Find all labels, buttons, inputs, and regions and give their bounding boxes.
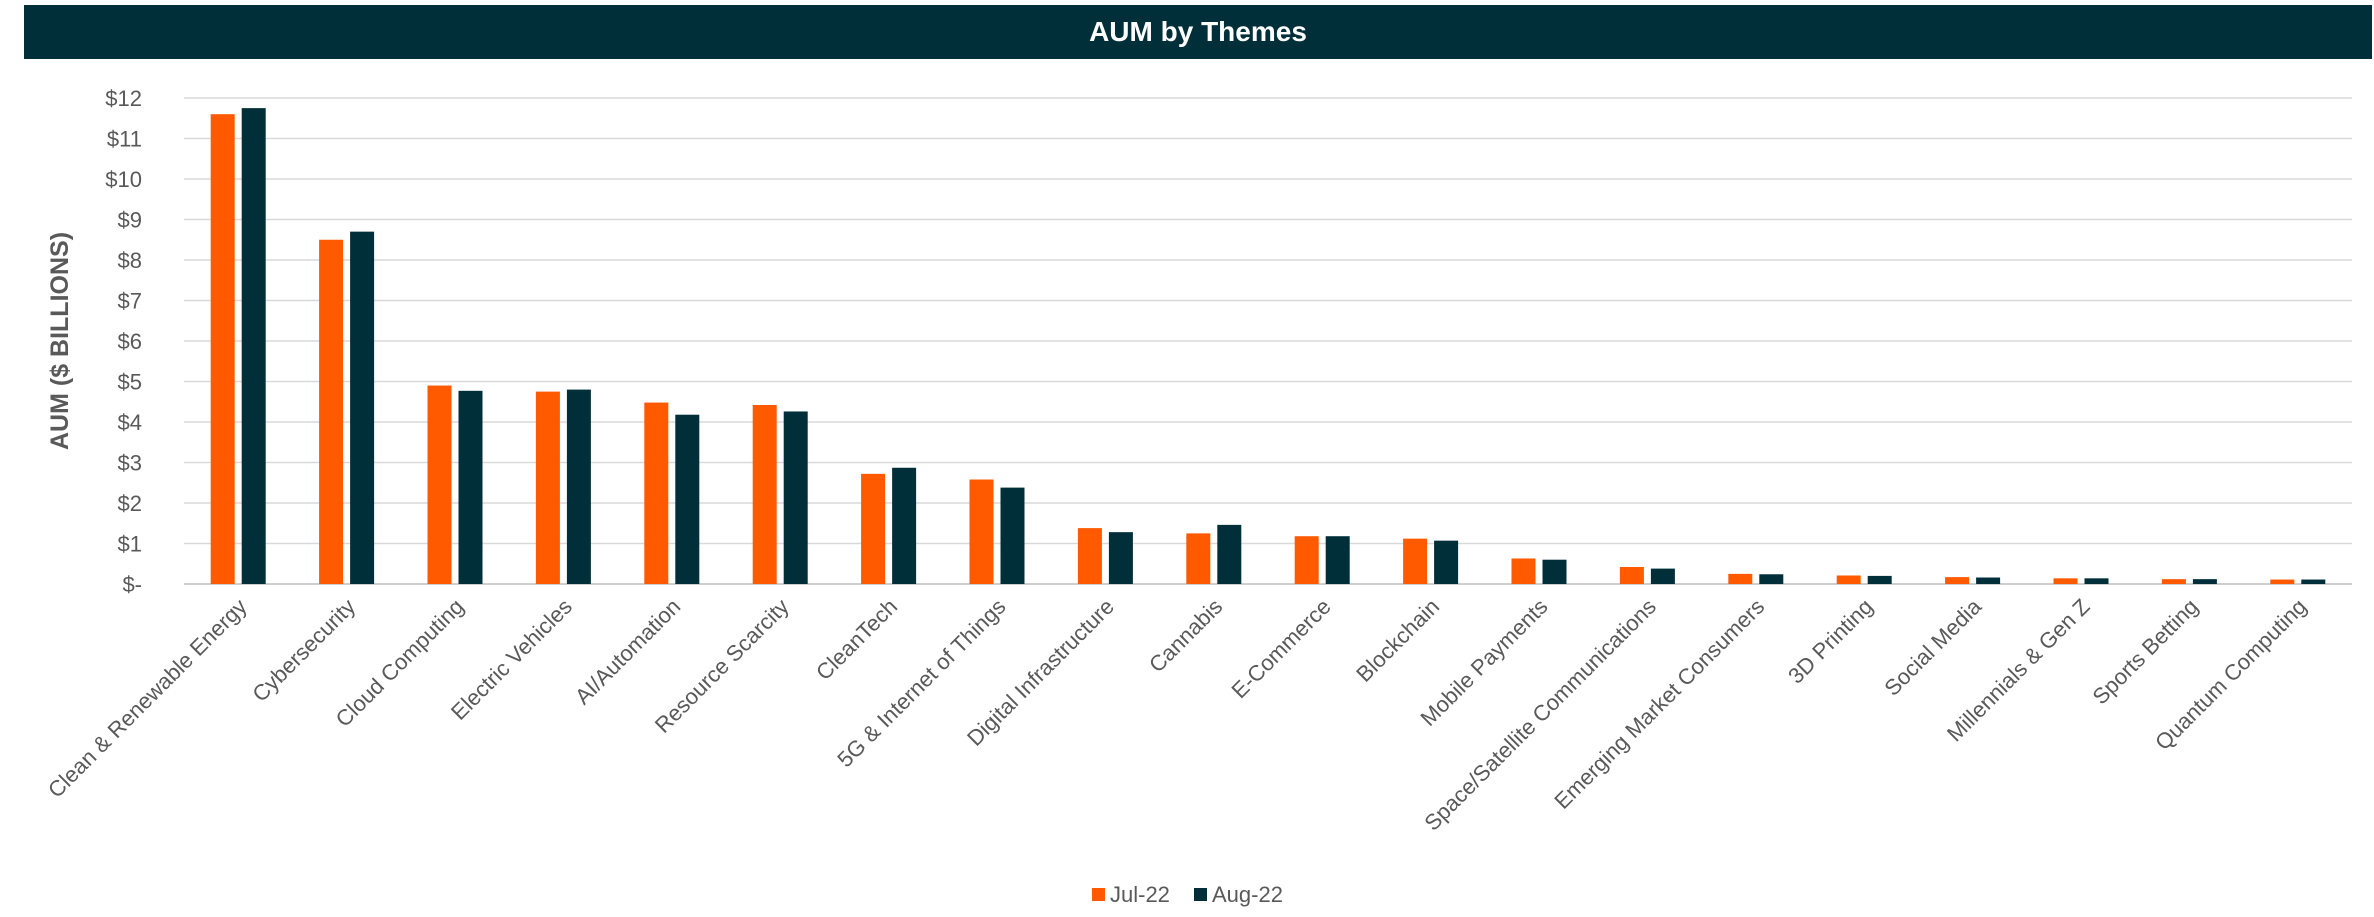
- bar-jul-22: [644, 402, 669, 584]
- bar-aug-22: [675, 414, 700, 584]
- bar-aug-22: [458, 390, 483, 584]
- y-tick-label: $8: [118, 248, 142, 273]
- bar-aug-22: [2084, 578, 2109, 584]
- bar-jul-22: [1403, 538, 1428, 584]
- bar-jul-22: [427, 385, 452, 584]
- x-category-label: AI/Automation: [570, 594, 685, 709]
- legend-label: Aug-22: [1212, 882, 1283, 907]
- bar-jul-22: [752, 404, 777, 584]
- bar-aug-22: [1108, 532, 1133, 584]
- bar-jul-22: [969, 479, 994, 584]
- y-tick-label: $10: [105, 167, 142, 192]
- bar-aug-22: [1759, 574, 1784, 584]
- x-category-label: 3D Printing: [1783, 594, 1878, 689]
- legend-swatch: [1194, 888, 1207, 901]
- y-tick-label: $12: [105, 86, 142, 111]
- bar-jul-22: [2053, 578, 2078, 584]
- chart-title-bar: AUM by Themes: [24, 5, 2372, 59]
- bar-jul-22: [1619, 566, 1644, 584]
- bar-aug-22: [2192, 579, 2217, 584]
- bar-jul-22: [1945, 577, 1970, 584]
- bar-aug-22: [1325, 536, 1350, 584]
- bar-jul-22: [1077, 528, 1102, 584]
- y-tick-label: $5: [118, 370, 142, 395]
- x-category-label: Blockchain: [1351, 594, 1444, 687]
- bar-jul-22: [1294, 536, 1319, 584]
- x-category-label: Space/Satellite Communications: [1419, 594, 1661, 836]
- bar-jul-22: [535, 391, 560, 584]
- bar-aug-22: [892, 467, 917, 584]
- bar-jul-22: [2270, 579, 2295, 584]
- bar-aug-22: [1434, 540, 1459, 584]
- y-tick-label: $2: [118, 491, 142, 516]
- y-axis-title: AUM ($ BILLIONS): [46, 232, 74, 450]
- y-tick-label: $7: [118, 289, 142, 314]
- bar-aug-22: [2301, 579, 2326, 584]
- bar-jul-22: [210, 114, 235, 584]
- x-category-label: Cannabis: [1144, 594, 1227, 677]
- bar-aug-22: [1867, 575, 1892, 584]
- y-tick-label: $11: [107, 127, 142, 152]
- bar-aug-22: [350, 231, 375, 584]
- y-tick-label: $-: [122, 572, 142, 597]
- chart-title: AUM by Themes: [1089, 16, 1307, 47]
- x-category-label: E-Commerce: [1226, 594, 1335, 703]
- y-tick-label: $4: [118, 410, 142, 435]
- bar-jul-22: [319, 239, 344, 584]
- legend-swatch: [1092, 888, 1105, 901]
- x-category-label: Emerging Market Consumers: [1549, 594, 1769, 814]
- bar-jul-22: [1836, 575, 1861, 584]
- bar-aug-22: [1650, 568, 1675, 584]
- bar-aug-22: [241, 108, 266, 584]
- bar-jul-22: [1728, 573, 1753, 584]
- x-category-label: Sports Betting: [2088, 594, 2203, 709]
- bar-jul-22: [2161, 579, 2186, 584]
- legend-label: Jul-22: [1110, 882, 1170, 907]
- x-category-label: Clean & Renewable Energy: [43, 594, 252, 803]
- bar-jul-22: [1186, 533, 1211, 584]
- y-tick-label: $3: [118, 451, 142, 476]
- x-category-label: CleanTech: [811, 594, 902, 685]
- x-category-label: Cybersecurity: [247, 594, 360, 707]
- bar-jul-22: [861, 473, 886, 584]
- bar-aug-22: [783, 411, 808, 584]
- y-tick-label: $9: [118, 208, 142, 233]
- bar-aug-22: [1000, 487, 1025, 584]
- bar-aug-22: [1542, 559, 1567, 584]
- bar-aug-22: [566, 389, 591, 584]
- y-tick-label: $1: [118, 532, 142, 557]
- y-tick-label: $6: [118, 329, 142, 354]
- bar-jul-22: [1511, 558, 1536, 584]
- bar-aug-22: [1976, 577, 2001, 584]
- x-category-label: Social Media: [1879, 593, 1986, 700]
- bar-aug-22: [1217, 524, 1242, 584]
